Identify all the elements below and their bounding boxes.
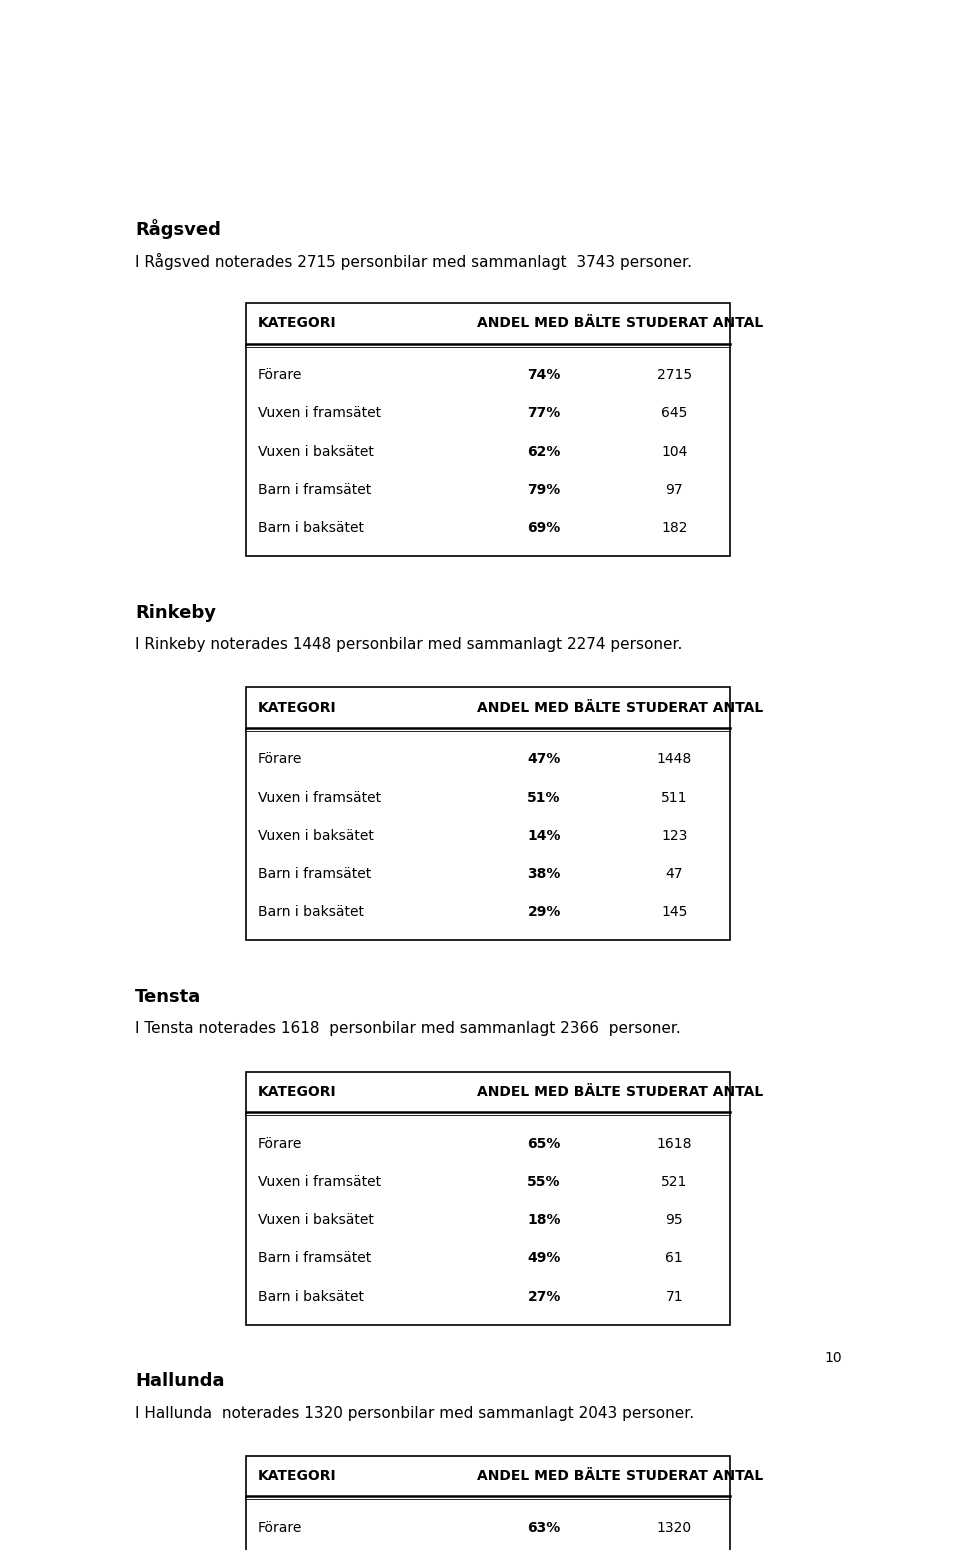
Text: 47%: 47%: [527, 752, 561, 767]
Text: Barn i framsätet: Barn i framsätet: [257, 866, 371, 880]
Text: 123: 123: [661, 829, 687, 843]
Text: KATEGORI: KATEGORI: [257, 316, 336, 330]
Text: Rågsved: Rågsved: [134, 220, 221, 239]
Text: 69%: 69%: [527, 521, 561, 535]
Text: 62%: 62%: [527, 445, 561, 459]
Text: Vuxen i baksätet: Vuxen i baksätet: [257, 829, 373, 843]
Text: STUDERAT ANTAL: STUDERAT ANTAL: [626, 1469, 763, 1483]
Text: Förare: Förare: [257, 752, 302, 767]
Text: Tensta: Tensta: [134, 987, 202, 1006]
Text: Förare: Förare: [257, 369, 302, 383]
Text: 55%: 55%: [527, 1175, 561, 1189]
Text: I Rinkeby noterades 1448 personbilar med sammanlagt 2274 personer.: I Rinkeby noterades 1448 personbilar med…: [134, 637, 683, 653]
Text: 65%: 65%: [527, 1136, 561, 1150]
Text: 63%: 63%: [527, 1521, 561, 1534]
Text: 74%: 74%: [527, 369, 561, 383]
Text: ANDEL MED BÄLTE: ANDEL MED BÄLTE: [477, 701, 621, 715]
Text: KATEGORI: KATEGORI: [257, 701, 336, 715]
Text: 14%: 14%: [527, 829, 561, 843]
Text: 51%: 51%: [527, 790, 561, 804]
Text: 521: 521: [661, 1175, 687, 1189]
Text: Förare: Förare: [257, 1521, 302, 1534]
Text: 71: 71: [665, 1290, 684, 1304]
Text: Barn i baksätet: Barn i baksätet: [257, 1290, 364, 1304]
Text: ANDEL MED BÄLTE: ANDEL MED BÄLTE: [477, 1469, 621, 1483]
Text: Barn i baksätet: Barn i baksätet: [257, 905, 364, 919]
Text: I Hallunda  noterades 1320 personbilar med sammanlagt 2043 personer.: I Hallunda noterades 1320 personbilar me…: [134, 1406, 694, 1421]
Text: 38%: 38%: [527, 866, 561, 880]
Text: 49%: 49%: [527, 1251, 561, 1265]
Text: Vuxen i baksätet: Vuxen i baksätet: [257, 1214, 373, 1228]
Text: STUDERAT ANTAL: STUDERAT ANTAL: [626, 316, 763, 330]
Text: Barn i framsätet: Barn i framsätet: [257, 482, 371, 496]
Bar: [247, 687, 731, 941]
Text: I Rågsved noterades 2715 personbilar med sammanlagt  3743 personer.: I Rågsved noterades 2715 personbilar med…: [134, 253, 692, 270]
Text: 645: 645: [661, 406, 687, 420]
Text: Vuxen i framsätet: Vuxen i framsätet: [257, 406, 381, 420]
Text: 29%: 29%: [527, 905, 561, 919]
Text: 61: 61: [665, 1251, 684, 1265]
Text: 27%: 27%: [527, 1290, 561, 1304]
Text: 47: 47: [665, 866, 683, 880]
Text: STUDERAT ANTAL: STUDERAT ANTAL: [626, 1085, 763, 1099]
Bar: [247, 1071, 731, 1325]
Text: Hallunda: Hallunda: [134, 1372, 225, 1390]
Text: 1448: 1448: [657, 752, 692, 767]
Text: 145: 145: [661, 905, 687, 919]
Bar: [247, 1455, 731, 1550]
Text: Förare: Förare: [257, 1136, 302, 1150]
Text: 2715: 2715: [657, 369, 692, 383]
Text: Vuxen i framsätet: Vuxen i framsätet: [257, 1175, 381, 1189]
Text: Vuxen i baksätet: Vuxen i baksätet: [257, 445, 373, 459]
Text: I Tensta noterades 1618  personbilar med sammanlagt 2366  personer.: I Tensta noterades 1618 personbilar med …: [134, 1021, 681, 1037]
Text: 1320: 1320: [657, 1521, 692, 1534]
Text: 182: 182: [661, 521, 687, 535]
Text: ANDEL MED BÄLTE: ANDEL MED BÄLTE: [477, 316, 621, 330]
Text: 104: 104: [661, 445, 687, 459]
Text: 1618: 1618: [657, 1136, 692, 1150]
Text: Rinkeby: Rinkeby: [134, 604, 216, 622]
Text: 511: 511: [661, 790, 687, 804]
Text: Barn i baksätet: Barn i baksätet: [257, 521, 364, 535]
Text: KATEGORI: KATEGORI: [257, 1085, 336, 1099]
Bar: [247, 302, 731, 556]
Text: 18%: 18%: [527, 1214, 561, 1228]
Text: Vuxen i framsätet: Vuxen i framsätet: [257, 790, 381, 804]
Text: KATEGORI: KATEGORI: [257, 1469, 336, 1483]
Text: 97: 97: [665, 482, 684, 496]
Text: Barn i framsätet: Barn i framsätet: [257, 1251, 371, 1265]
Text: 95: 95: [665, 1214, 684, 1228]
Text: ANDEL MED BÄLTE: ANDEL MED BÄLTE: [477, 1085, 621, 1099]
Text: STUDERAT ANTAL: STUDERAT ANTAL: [626, 701, 763, 715]
Text: 77%: 77%: [527, 406, 561, 420]
Text: 79%: 79%: [527, 482, 561, 496]
Text: 10: 10: [824, 1352, 842, 1366]
